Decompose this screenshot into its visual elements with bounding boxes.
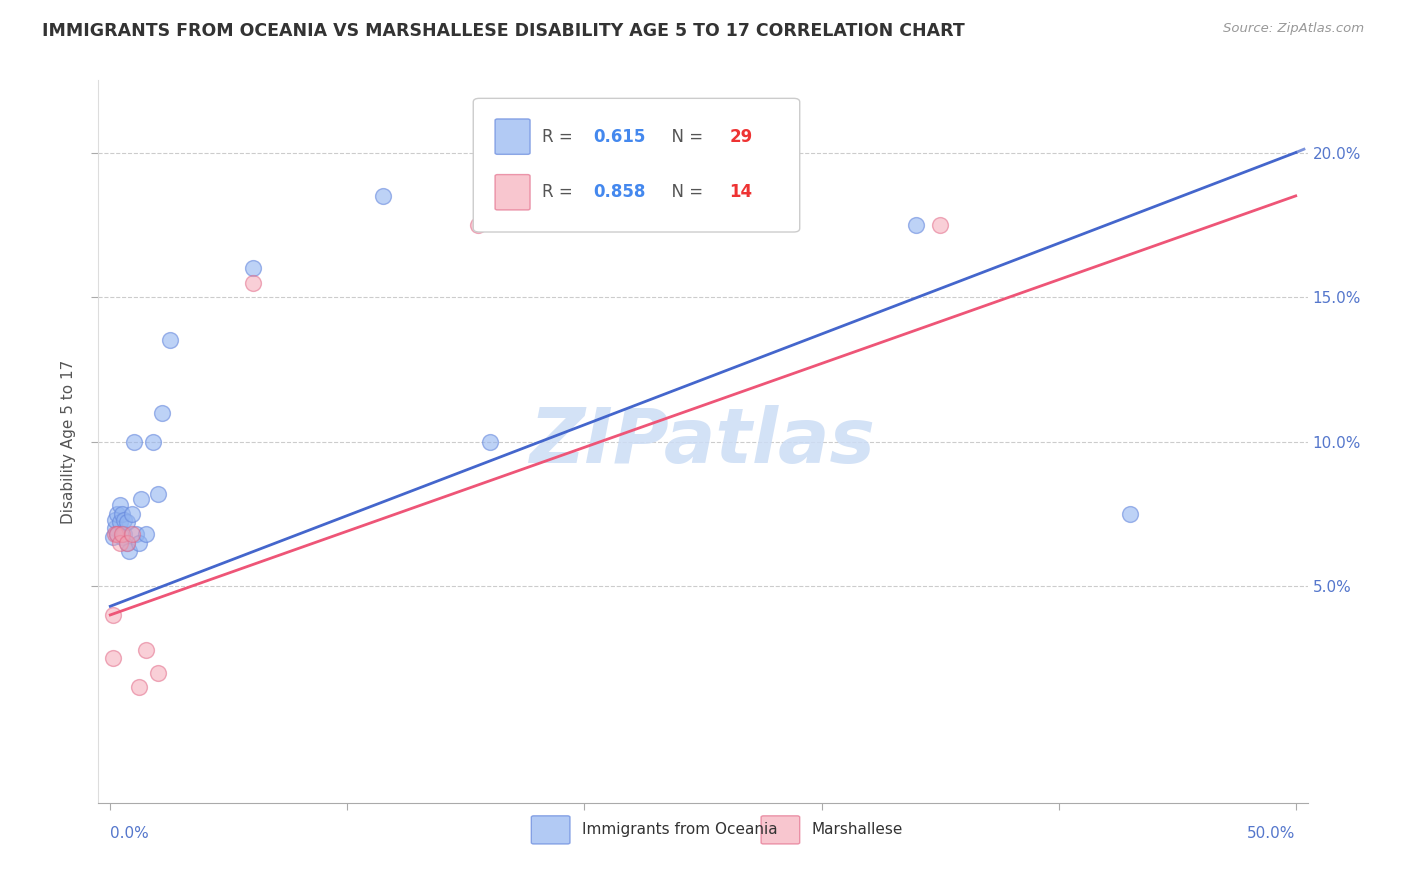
Point: [118, 544, 141, 558]
FancyBboxPatch shape: [495, 119, 530, 154]
Text: N =: N =: [661, 128, 709, 145]
Text: 29: 29: [730, 128, 752, 145]
Point: [121, 507, 143, 521]
Y-axis label: Disability Age 5 to 17: Disability Age 5 to 17: [60, 359, 76, 524]
Point: [104, 512, 127, 526]
Text: R =: R =: [543, 183, 578, 202]
Point: [115, 535, 138, 549]
Text: 0.858: 0.858: [593, 183, 645, 202]
Point: [115, 516, 138, 530]
Point: [105, 507, 128, 521]
Point: [135, 642, 157, 657]
Point: [104, 521, 127, 535]
Point: [101, 607, 124, 622]
Point: [111, 527, 134, 541]
Point: [146, 665, 169, 680]
Point: [905, 218, 928, 232]
Text: ZIPatlas: ZIPatlas: [530, 405, 876, 478]
FancyBboxPatch shape: [495, 175, 530, 210]
Point: [242, 276, 264, 290]
Point: [108, 498, 131, 512]
Point: [152, 406, 174, 420]
FancyBboxPatch shape: [474, 98, 800, 232]
Text: IMMIGRANTS FROM OCEANIA VS MARSHALLESE DISABILITY AGE 5 TO 17 CORRELATION CHART: IMMIGRANTS FROM OCEANIA VS MARSHALLESE D…: [42, 22, 965, 40]
Text: 14: 14: [730, 183, 752, 202]
Point: [146, 486, 169, 500]
Point: [129, 492, 152, 507]
Text: 0.0%: 0.0%: [110, 826, 149, 841]
Point: [478, 434, 501, 449]
Point: [128, 535, 150, 549]
FancyBboxPatch shape: [531, 816, 569, 844]
Text: 0.615: 0.615: [593, 128, 645, 145]
Text: Immigrants from Oceania: Immigrants from Oceania: [582, 822, 778, 838]
Text: R =: R =: [543, 128, 578, 145]
Point: [105, 527, 128, 541]
Point: [105, 527, 128, 541]
Point: [121, 527, 143, 541]
Point: [101, 651, 124, 665]
Point: [1119, 507, 1142, 521]
Text: 50.0%: 50.0%: [1247, 826, 1296, 841]
Point: [101, 530, 124, 544]
Point: [111, 507, 134, 521]
Point: [128, 680, 150, 694]
Point: [159, 334, 181, 348]
Point: [125, 527, 148, 541]
Point: [111, 530, 134, 544]
Point: [104, 527, 127, 541]
Text: N =: N =: [661, 183, 709, 202]
Point: [135, 527, 157, 541]
Point: [115, 535, 138, 549]
Text: Source: ZipAtlas.com: Source: ZipAtlas.com: [1223, 22, 1364, 36]
Point: [122, 434, 145, 449]
Point: [371, 189, 394, 203]
Point: [467, 218, 489, 232]
Point: [114, 512, 136, 526]
Point: [114, 527, 136, 541]
Point: [142, 434, 165, 449]
Point: [242, 261, 264, 276]
Point: [929, 218, 952, 232]
Point: [108, 535, 131, 549]
FancyBboxPatch shape: [761, 816, 800, 844]
Text: Marshallese: Marshallese: [811, 822, 903, 838]
Point: [108, 516, 131, 530]
